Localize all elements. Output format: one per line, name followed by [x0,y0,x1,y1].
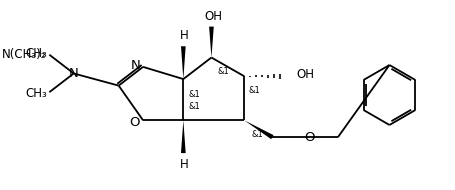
Text: N: N [130,59,140,71]
Text: N: N [69,67,78,80]
Polygon shape [244,120,273,139]
Text: CH₃: CH₃ [25,87,47,100]
Text: CH₃: CH₃ [25,47,47,60]
Polygon shape [181,120,185,153]
Text: H: H [180,28,188,42]
Text: O: O [130,116,140,129]
Text: H: H [180,158,188,171]
Text: N(CH₃)₂: N(CH₃)₂ [2,48,46,61]
Text: &1: &1 [187,102,199,111]
Text: &1: &1 [217,67,228,76]
Text: OH: OH [204,10,222,23]
Text: &1: &1 [248,86,260,95]
Text: OH: OH [296,68,314,81]
Text: O: O [304,131,314,144]
Polygon shape [181,46,185,79]
Polygon shape [209,27,213,58]
Text: &1: &1 [187,90,199,99]
Text: &1: &1 [251,130,263,139]
